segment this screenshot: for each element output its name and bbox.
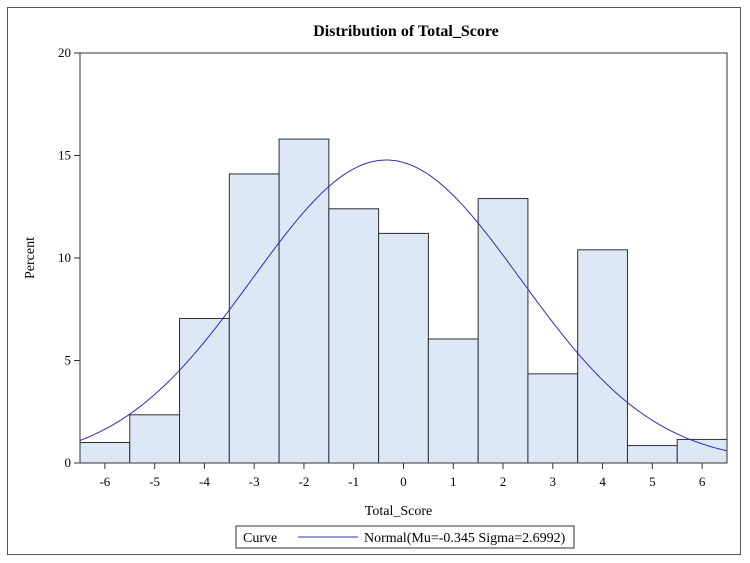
histogram-bar (79, 442, 131, 464)
x-tick-label: -4 (199, 474, 210, 489)
x-tick-label: 2 (500, 474, 507, 489)
y-tick-label: 0 (65, 455, 72, 470)
chart-title: Distribution of Total_Score (313, 23, 499, 40)
x-tick-label: 5 (649, 474, 656, 489)
bars-group (79, 138, 728, 464)
y-axis: 0 5 10 15 20 (58, 45, 80, 470)
x-tick-label: -5 (149, 474, 160, 489)
x-tick-label: -3 (249, 474, 260, 489)
x-tick-label: -2 (299, 474, 310, 489)
histogram-bar (129, 414, 181, 464)
x-tick-label: -6 (99, 474, 110, 489)
legend-entry: Normal(Mu=-0.345 Sigma=2.6992) (364, 531, 566, 546)
histogram-bar (626, 445, 678, 464)
x-tick-label: 1 (450, 474, 457, 489)
histogram-bar (427, 338, 479, 464)
x-tick-label: 6 (699, 474, 706, 489)
histogram-bar (527, 373, 579, 464)
histogram-bar (577, 249, 628, 464)
histogram-bar (676, 438, 728, 464)
x-axis-label: Total_Score (365, 504, 432, 519)
y-axis-label: Percent (23, 237, 38, 279)
legend-box (235, 525, 575, 549)
histogram-bar (278, 138, 330, 464)
histogram-bar (477, 198, 529, 464)
normal-curve (79, 159, 728, 452)
y-tick-label: 20 (58, 45, 71, 60)
x-tick-label: 0 (400, 474, 407, 489)
histogram-bar (228, 173, 280, 464)
x-axis: -6 -5 -4 -3 -2 -1 0 1 2 3 4 5 6 (99, 463, 706, 489)
x-tick-label: -1 (348, 474, 359, 489)
y-tick-label: 5 (65, 353, 72, 368)
x-tick-label: 3 (550, 474, 557, 489)
legend-title: Curve (243, 531, 277, 546)
chart-frame: Distribution of Total_Score 0 5 10 15 20 -6-… (7, 7, 741, 555)
histogram-bar (328, 208, 380, 464)
histogram-bar (179, 317, 230, 464)
x-tick-label: 4 (599, 474, 606, 489)
histogram-bar (378, 232, 429, 464)
legend: Curve Normal(Mu=-0.345 Sigma=2.6992) (235, 525, 575, 549)
y-tick-label: 10 (58, 250, 71, 265)
y-tick-label: 15 (58, 148, 71, 163)
